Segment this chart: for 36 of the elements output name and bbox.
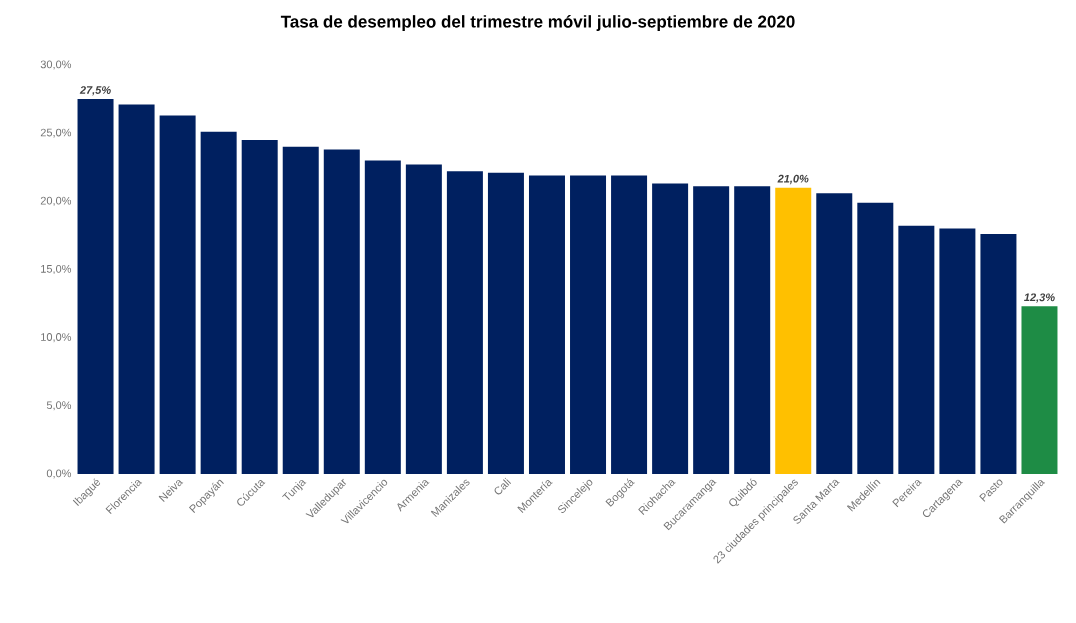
y-tick-label: 25,0% — [40, 128, 72, 138]
bar — [816, 193, 853, 474]
x-tick-label: Cali — [494, 477, 512, 495]
bar — [200, 131, 237, 474]
bar — [980, 234, 1017, 474]
y-tick-label: 30,0% — [40, 60, 72, 70]
chart-title: Tasa de desempleo del trimestre móvil julio-septiembre de 2020 — [280, 14, 795, 31]
bar — [775, 187, 812, 474]
bar — [611, 175, 648, 474]
data-label: 21,0% — [777, 174, 809, 185]
bar — [323, 149, 360, 474]
bar — [487, 172, 524, 474]
bar — [77, 99, 114, 474]
bar — [898, 225, 935, 474]
bar — [118, 104, 155, 474]
bar — [1021, 306, 1058, 474]
bar — [282, 146, 319, 474]
bar — [241, 139, 278, 474]
bar — [857, 202, 894, 474]
data-label: 27,5% — [79, 86, 111, 96]
bar — [528, 175, 565, 474]
bar — [159, 115, 196, 474]
y-tick-label: 5,0% — [46, 401, 72, 411]
bar — [734, 186, 771, 474]
bar — [364, 160, 401, 474]
y-tick-label: 10,0% — [41, 333, 72, 343]
bar — [693, 186, 730, 474]
bar — [446, 171, 483, 474]
bar — [570, 175, 607, 474]
bar — [405, 164, 442, 474]
bar — [652, 183, 689, 474]
data-label: 12,3% — [1024, 293, 1055, 303]
y-tick-label: 0,0% — [46, 469, 72, 479]
y-tick-label: 15,0% — [41, 264, 72, 275]
y-tick-label: 20,0% — [40, 196, 72, 206]
bar — [939, 228, 976, 474]
